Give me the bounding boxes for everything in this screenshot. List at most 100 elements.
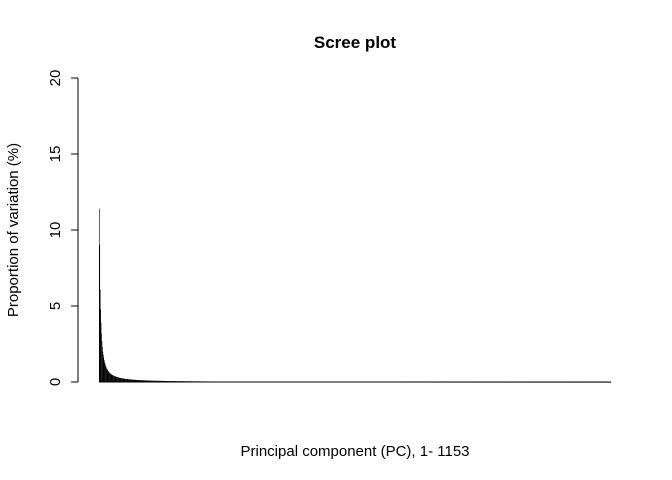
bar-pc-8	[102, 347, 103, 382]
bar-pc-147	[163, 380, 165, 382]
bar-pc-76	[132, 379, 133, 382]
bar-pc-149	[164, 380, 166, 382]
bar-pc-103	[144, 380, 145, 382]
bars-group	[99, 208, 612, 383]
y-tick-label: 10	[47, 222, 64, 239]
bar-pc-123	[153, 380, 154, 382]
bar-pc-134	[158, 380, 159, 382]
bar-pc-41	[116, 377, 118, 382]
bar-pc-66	[127, 379, 129, 382]
bar-pc-64	[126, 379, 128, 382]
bar-pc-99	[142, 380, 144, 382]
bar-pc-133	[157, 380, 159, 382]
bar-pc-120	[151, 380, 153, 382]
bar-pc-60	[125, 378, 126, 382]
bar-pc-140	[160, 380, 162, 382]
bar-pc-5	[100, 322, 102, 382]
bar-pc-98	[142, 380, 143, 382]
bar-pc-59	[124, 378, 126, 382]
bar-pc-35	[114, 376, 115, 382]
bar-pc-69	[129, 379, 130, 382]
bar-pc-32	[112, 375, 114, 382]
bar-pc-90	[138, 380, 140, 382]
bar-pc-143	[162, 380, 163, 382]
y-tick-label: 5	[47, 302, 64, 310]
bar-pc-24	[109, 372, 110, 382]
y-tick-label: 0	[47, 378, 64, 386]
bar-pc-4	[100, 309, 101, 382]
bar-pc-42	[117, 377, 118, 382]
bar-pc-100	[142, 380, 144, 382]
bar-pc-20	[107, 370, 109, 382]
bar-pc-14	[104, 363, 106, 382]
bar-pc-43	[117, 377, 119, 382]
bar-pc-65	[127, 379, 129, 382]
bar-pc-121	[152, 380, 153, 382]
bar-pc-80	[134, 379, 135, 382]
bar-pc-128	[155, 380, 156, 382]
y-axis: 0 5 10 15 20	[47, 70, 79, 386]
bar-pc-115	[149, 380, 151, 382]
bar-pc-45	[118, 377, 120, 382]
bar-pc-19	[106, 369, 108, 382]
bar-pc-87	[137, 379, 138, 382]
bar-pc-86	[136, 379, 138, 382]
bar-pc-30	[111, 374, 113, 382]
bar-pc-75	[131, 379, 133, 382]
bar-pc-9	[102, 351, 104, 382]
bar-pc-67	[128, 379, 129, 382]
bar-pc-63	[126, 379, 128, 382]
bar-pc-94	[140, 380, 141, 382]
bar-pc-82	[134, 379, 136, 382]
bar-pc-109	[146, 380, 148, 382]
bar-pc-129	[155, 380, 157, 382]
bar-pc-102	[143, 380, 145, 382]
bar-pc-27	[110, 373, 112, 382]
bar-pc-114	[149, 380, 150, 382]
bar-pc-73	[130, 379, 132, 382]
bar-pc-16	[105, 366, 107, 382]
bar-pc-118	[150, 380, 152, 382]
bar-pc-48	[119, 377, 121, 382]
bar-pc-55	[122, 378, 124, 382]
bar-pc-110	[147, 380, 149, 382]
bar-pc-7	[101, 340, 103, 382]
bar-pc-39	[115, 376, 117, 382]
bar-pc-111	[147, 380, 149, 382]
bar-pc-47	[119, 377, 121, 382]
bar-pc-127	[154, 380, 156, 382]
bar-pc-112	[148, 380, 149, 382]
bar-pc-52	[121, 378, 123, 382]
bar-pc-40	[116, 376, 117, 382]
bar-pc-29	[111, 374, 113, 382]
chart-title: Scree plot	[314, 33, 397, 52]
bar-pc-77	[132, 379, 134, 382]
bar-pc-146	[163, 380, 164, 382]
bar-pc-31	[112, 375, 113, 382]
bar-pc-141	[161, 380, 162, 382]
y-axis-label: Proportion of variation (%)	[5, 143, 22, 317]
bar-pc-83	[135, 379, 137, 382]
bar-pc-74	[131, 379, 133, 382]
bar-pc-11	[103, 357, 105, 382]
bar-pc-84	[135, 379, 137, 382]
bar-pc-37	[114, 376, 116, 382]
bar-pc-17	[106, 367, 107, 382]
bar-pc-148	[164, 380, 165, 382]
bar-pc-119	[151, 380, 152, 382]
bar-pc-93	[139, 380, 141, 382]
bar-pc-57	[123, 378, 125, 382]
bar-pc-22	[108, 371, 109, 382]
bar-pc-44	[118, 377, 119, 382]
bar-pc-13	[104, 362, 105, 382]
bar-pc-122	[152, 380, 154, 382]
bar-pc-38	[115, 376, 117, 382]
bar-pc-142	[161, 380, 163, 382]
bar-pc-130	[156, 380, 157, 382]
bar-pc-144	[162, 380, 164, 382]
bar-pc-88	[137, 380, 139, 382]
bar-pc-58	[124, 378, 125, 382]
bar-pc-71	[130, 379, 131, 382]
bar-pc-137	[159, 380, 160, 382]
